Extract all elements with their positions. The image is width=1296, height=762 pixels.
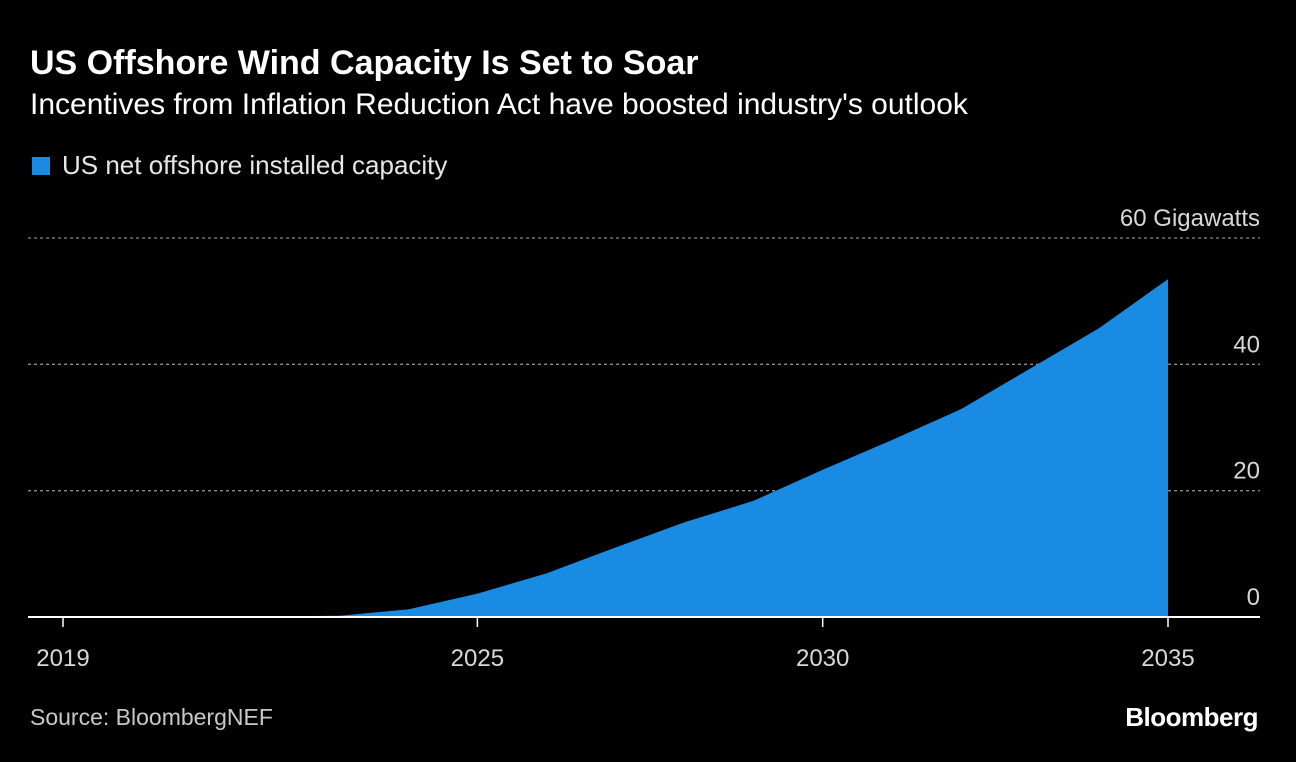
x-tick-label: 2030: [796, 645, 849, 672]
legend: US net offshore installed capacity: [32, 150, 447, 181]
x-tick-label: 2025: [451, 645, 504, 672]
bloomberg-logo: Bloomberg: [1125, 702, 1258, 732]
x-tick-label: 2019: [36, 645, 89, 672]
x-tick-label: 2035: [1141, 645, 1194, 672]
chart-subtitle: Incentives from Inflation Reduction Act …: [30, 88, 968, 121]
y-tick-label: 0: [1247, 584, 1260, 611]
legend-swatch: [32, 156, 50, 175]
source-note: Source: BloombergNEF: [30, 704, 273, 730]
y-tick-label: 40: [1233, 331, 1260, 358]
y-tick-label: 20: [1233, 458, 1260, 485]
legend-label: US net offshore installed capacity: [62, 150, 448, 180]
area-series: [63, 279, 1168, 617]
chart-title: US Offshore Wind Capacity Is Set to Soar: [30, 44, 699, 82]
y-tick-label: 60 Gigawatts: [1120, 205, 1260, 232]
